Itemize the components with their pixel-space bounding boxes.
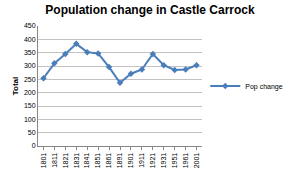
svg-text:1821: 1821 — [62, 153, 69, 169]
svg-text:1891: 1891 — [116, 153, 123, 169]
svg-text:Pop change: Pop change — [245, 83, 282, 91]
svg-text:1911: 1911 — [138, 153, 145, 168]
svg-text:250: 250 — [24, 76, 36, 83]
svg-text:1831: 1831 — [73, 153, 80, 169]
svg-text:1811: 1811 — [51, 153, 58, 168]
svg-text:400: 400 — [24, 36, 36, 43]
svg-text:200: 200 — [24, 89, 36, 96]
svg-text:100: 100 — [24, 116, 36, 123]
svg-text:0: 0 — [32, 142, 36, 149]
svg-text:450: 450 — [24, 22, 36, 29]
svg-text:300: 300 — [24, 62, 36, 69]
svg-text:1931: 1931 — [160, 153, 167, 169]
svg-text:50: 50 — [28, 129, 36, 136]
svg-text:1841: 1841 — [83, 153, 90, 169]
svg-text:1851: 1851 — [94, 153, 101, 169]
svg-text:Population change in Castle Ca: Population change in Castle Carrock — [45, 3, 255, 17]
svg-text:150: 150 — [24, 102, 36, 109]
svg-text:2001: 2001 — [193, 153, 200, 169]
svg-text:1921: 1921 — [149, 153, 156, 169]
svg-text:Total: Total — [11, 77, 20, 96]
svg-text:1801: 1801 — [40, 153, 47, 169]
svg-text:1901: 1901 — [127, 153, 134, 169]
svg-text:1961: 1961 — [182, 153, 189, 169]
svg-text:1861: 1861 — [105, 153, 112, 169]
svg-text:1951: 1951 — [171, 153, 178, 169]
svg-text:350: 350 — [24, 49, 36, 56]
